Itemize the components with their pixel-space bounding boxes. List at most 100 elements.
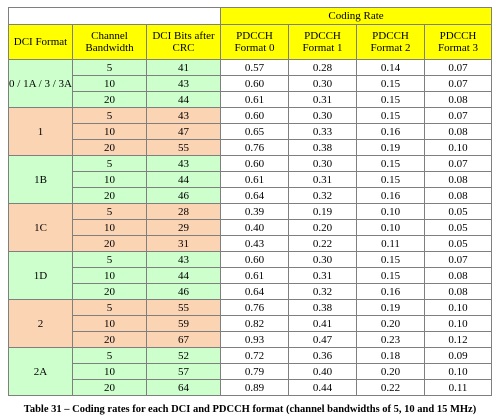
table-row: 20 44 0.61 0.31 0.15 0.08 bbox=[9, 91, 493, 108]
pdcch-format-0-cell: 0.65 bbox=[220, 123, 290, 140]
bandwidth-cell: 10 bbox=[72, 171, 147, 188]
pdcch-format-0-cell: 0.61 bbox=[220, 91, 290, 108]
bandwidth-cell: 20 bbox=[72, 139, 147, 156]
table-body: 0 / 1A / 3 / 3A 5 41 0.57 0.28 0.14 0.07 10 43 0.… bbox=[8, 59, 493, 396]
dci-format-cell: 2 bbox=[8, 299, 73, 348]
bandwidth-cell: 5 bbox=[72, 203, 147, 220]
bandwidth-cell: 5 bbox=[72, 107, 147, 124]
coding-rate-header: Coding Rate bbox=[220, 7, 493, 25]
pdcch-format-3-cell: 0.08 bbox=[424, 283, 493, 300]
pdcch-format-1-cell: 0.31 bbox=[288, 91, 358, 108]
pdcch-format-1-cell: 0.22 bbox=[288, 235, 358, 252]
bandwidth-cell: 20 bbox=[72, 91, 147, 108]
table-row: 1D 5 43 0.60 0.30 0.15 0.07 bbox=[8, 251, 493, 300]
pdcch-format-0-cell: 0.60 bbox=[220, 251, 290, 268]
bandwidth-cell: 10 bbox=[72, 363, 147, 380]
table-row: 10 44 0.61 0.31 0.15 0.08 bbox=[9, 267, 493, 284]
pdcch-format-2-cell: 0.19 bbox=[356, 299, 426, 316]
pdcch-format-2-cell: 0.16 bbox=[356, 187, 426, 204]
dci-format-cell: 2A bbox=[8, 347, 73, 396]
header-channel-bandwidth: Channel Bandwidth bbox=[72, 24, 147, 60]
pdcch-format-1-cell: 0.20 bbox=[288, 219, 358, 236]
bandwidth-cell: 20 bbox=[72, 187, 147, 204]
pdcch-format-1-cell: 0.19 bbox=[288, 203, 358, 220]
pdcch-format-2-cell: 0.18 bbox=[356, 347, 426, 364]
coding-rate-table: Coding Rate DCI Format Channel Bandwidth… bbox=[7, 7, 493, 396]
pdcch-format-0-cell: 0.60 bbox=[220, 107, 290, 124]
pdcch-format-0-cell: 0.40 bbox=[220, 219, 290, 236]
table-row: 10 59 0.82 0.41 0.20 0.10 bbox=[9, 315, 493, 332]
pdcch-format-0-cell: 0.82 bbox=[220, 315, 290, 332]
table-row: 10 43 0.60 0.30 0.15 0.07 bbox=[9, 75, 493, 92]
pdcch-format-3-cell: 0.11 bbox=[424, 379, 493, 396]
pdcch-format-0-cell: 0.61 bbox=[220, 267, 290, 284]
dci-bits-cell: 43 bbox=[145, 107, 222, 124]
pdcch-format-2-cell: 0.16 bbox=[356, 283, 426, 300]
table-row: 10 29 0.40 0.20 0.10 0.05 bbox=[9, 219, 493, 236]
dci-bits-cell: 28 bbox=[145, 203, 222, 220]
table-row: 0 / 1A / 3 / 3A 5 41 0.57 0.28 0.14 0.07 bbox=[8, 59, 493, 108]
table-row: 20 67 0.93 0.47 0.23 0.12 bbox=[9, 331, 493, 348]
pdcch-format-1-cell: 0.44 bbox=[288, 379, 358, 396]
pdcch-format-0-cell: 0.57 bbox=[220, 59, 290, 76]
pdcch-format-3-cell: 0.09 bbox=[424, 347, 493, 364]
bandwidth-cell: 5 bbox=[72, 59, 147, 76]
pdcch-format-0-cell: 0.79 bbox=[220, 363, 290, 380]
table-row: 10 44 0.61 0.31 0.15 0.08 bbox=[9, 171, 493, 188]
bandwidth-cell: 5 bbox=[72, 299, 147, 316]
pdcch-format-1-cell: 0.30 bbox=[288, 75, 358, 92]
header-pdcch-format-1: PDCCH Format 1 bbox=[288, 24, 358, 60]
pdcch-format-0-cell: 0.93 bbox=[220, 331, 290, 348]
pdcch-format-3-cell: 0.05 bbox=[424, 203, 493, 220]
pdcch-format-2-cell: 0.15 bbox=[356, 267, 426, 284]
header-pdcch-format-3: PDCCH Format 3 bbox=[424, 24, 493, 60]
pdcch-format-1-cell: 0.33 bbox=[288, 123, 358, 140]
pdcch-format-2-cell: 0.19 bbox=[356, 139, 426, 156]
super-header-row: Coding Rate bbox=[7, 7, 493, 25]
dci-bits-cell: 44 bbox=[145, 171, 222, 188]
dci-bits-cell: 41 bbox=[145, 59, 222, 76]
table-row: 1B 5 43 0.60 0.30 0.15 0.07 bbox=[8, 155, 493, 204]
dci-bits-cell: 43 bbox=[145, 75, 222, 92]
dci-bits-cell: 57 bbox=[145, 363, 222, 380]
bandwidth-cell: 5 bbox=[72, 251, 147, 268]
table-row: 10 57 0.79 0.40 0.20 0.10 bbox=[9, 363, 493, 380]
pdcch-format-2-cell: 0.10 bbox=[356, 219, 426, 236]
pdcch-format-1-cell: 0.32 bbox=[288, 283, 358, 300]
dci-bits-cell: 55 bbox=[145, 299, 222, 316]
header-pdcch-format-2: PDCCH Format 2 bbox=[356, 24, 426, 60]
pdcch-format-0-cell: 0.64 bbox=[220, 187, 290, 204]
pdcch-format-1-cell: 0.38 bbox=[288, 299, 358, 316]
pdcch-format-3-cell: 0.07 bbox=[424, 155, 493, 172]
pdcch-format-2-cell: 0.20 bbox=[356, 363, 426, 380]
pdcch-format-2-cell: 0.15 bbox=[356, 155, 426, 172]
pdcch-format-1-cell: 0.41 bbox=[288, 315, 358, 332]
pdcch-format-1-cell: 0.32 bbox=[288, 187, 358, 204]
dci-bits-cell: 44 bbox=[145, 267, 222, 284]
header-pdcch-format-0: PDCCH Format 0 bbox=[220, 24, 290, 60]
dci-format-cell: 1B bbox=[8, 155, 73, 204]
pdcch-format-0-cell: 0.72 bbox=[220, 347, 290, 364]
dci-bits-cell: 46 bbox=[145, 283, 222, 300]
pdcch-format-0-cell: 0.60 bbox=[220, 75, 290, 92]
dci-bits-cell: 47 bbox=[145, 123, 222, 140]
pdcch-format-3-cell: 0.12 bbox=[424, 331, 493, 348]
column-header-row: DCI Format Channel Bandwidth DCI Bits af… bbox=[8, 24, 493, 60]
pdcch-format-3-cell: 0.07 bbox=[424, 59, 493, 76]
bandwidth-cell: 10 bbox=[72, 267, 147, 284]
bandwidth-cell: 10 bbox=[72, 315, 147, 332]
pdcch-format-0-cell: 0.39 bbox=[220, 203, 290, 220]
dci-bits-cell: 43 bbox=[145, 155, 222, 172]
dci-bits-cell: 46 bbox=[145, 187, 222, 204]
header-dci-format: DCI Format bbox=[8, 24, 73, 60]
table-row: 20 31 0.43 0.22 0.11 0.05 bbox=[9, 235, 493, 252]
pdcch-format-2-cell: 0.22 bbox=[356, 379, 426, 396]
dci-format-cell: 1 bbox=[8, 107, 73, 156]
dci-bits-cell: 55 bbox=[145, 139, 222, 156]
pdcch-format-3-cell: 0.08 bbox=[424, 91, 493, 108]
pdcch-format-0-cell: 0.43 bbox=[220, 235, 290, 252]
pdcch-format-1-cell: 0.31 bbox=[288, 267, 358, 284]
pdcch-format-3-cell: 0.08 bbox=[424, 187, 493, 204]
bandwidth-cell: 10 bbox=[72, 123, 147, 140]
pdcch-format-1-cell: 0.30 bbox=[288, 107, 358, 124]
